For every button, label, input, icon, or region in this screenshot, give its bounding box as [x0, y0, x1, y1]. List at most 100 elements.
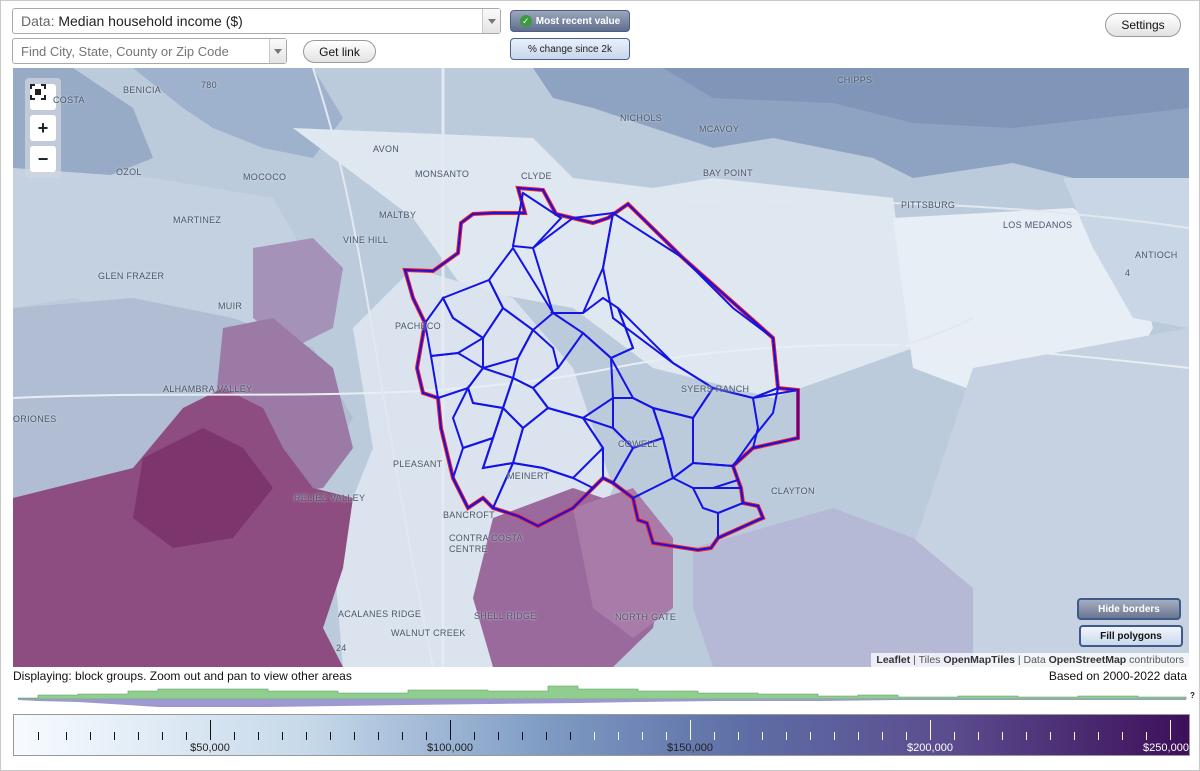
place-label: ACALANES RIDGE [338, 609, 422, 619]
leaflet-link[interactable]: Leaflet [876, 654, 911, 666]
legend-tick [858, 732, 859, 740]
place-label: PLEASANT [393, 459, 443, 469]
place-label: LOS MEDANOS [1003, 220, 1073, 230]
legend-tick [882, 732, 883, 740]
legend-tick [1026, 732, 1027, 740]
hide-borders-button[interactable]: Hide borders [1077, 598, 1181, 620]
legend-tick [66, 732, 67, 740]
legend-label: $100,000 [427, 742, 473, 754]
legend-label: $50,000 [190, 742, 230, 754]
map-tiles [13, 68, 1189, 667]
place-label: 24 [336, 643, 347, 653]
legend-tick [954, 732, 955, 740]
legend-tick [666, 732, 667, 740]
place-label: BANCROFT [443, 510, 495, 520]
place-label: GLEN FRAZER [98, 271, 165, 281]
fill-polygons-button[interactable]: Fill polygons [1079, 625, 1183, 647]
place-label: COWELL [618, 439, 658, 449]
legend-tick [570, 732, 571, 740]
legend-tick [354, 732, 355, 740]
data-select[interactable]: Data: Median household income ($) [12, 8, 501, 34]
color-legend: $50,000 $100,000 $150,000 $200,000 $250,… [13, 714, 1190, 756]
legend-tick [186, 732, 187, 740]
place-search-input[interactable] [13, 39, 270, 63]
place-label: COSTA [53, 95, 85, 105]
legend-tick [738, 732, 739, 740]
place-label: AVON [373, 144, 400, 154]
place-label: MCAVOY [699, 124, 740, 134]
legend-tick [258, 732, 259, 740]
legend-tick [90, 732, 91, 740]
display-note: Displaying: block groups. Zoom out and p… [13, 669, 352, 683]
place-label: MOCOCO [243, 172, 287, 182]
data-note: Based on 2000-2022 data [1048, 669, 1187, 683]
percent-change-button[interactable]: % change since 2k [510, 38, 630, 60]
settings-button[interactable]: Settings [1105, 13, 1181, 37]
place-search[interactable] [12, 38, 287, 64]
openmaptiles-link[interactable]: OpenMapTiles [943, 654, 1015, 666]
legend-tick [426, 732, 427, 740]
legend-label: $150,000 [667, 742, 713, 754]
legend-tick [402, 732, 403, 740]
place-label: SHELL RIDGE [474, 611, 537, 621]
histogram-purple [18, 699, 1186, 707]
legend-tick [114, 732, 115, 740]
place-label: ANTIOCH [1135, 250, 1178, 260]
legend-tick [906, 732, 907, 740]
legend-tick [690, 720, 691, 740]
legend-tick [1002, 732, 1003, 740]
tiles-label: Tiles [918, 654, 941, 666]
place-label: CONTRA COSTA CENTRE [449, 533, 523, 554]
zoom-out-button[interactable]: − [30, 146, 56, 172]
legend-tick [210, 720, 211, 740]
legend-tick [714, 732, 715, 740]
place-label: VINE HILL [343, 235, 389, 245]
data-label: Data [1023, 654, 1046, 666]
place-label: ALHAMBRA VALLEY [163, 384, 253, 394]
legend-tick [546, 732, 547, 740]
chevron-down-icon[interactable] [269, 39, 286, 63]
legend-tick [306, 732, 307, 740]
histogram-green [18, 685, 1187, 700]
legend-tick [138, 732, 139, 740]
legend-tick [834, 732, 835, 740]
place-label: CLYDE [521, 171, 552, 181]
checkmark-icon: ✓ [519, 15, 532, 27]
legend-tick [330, 732, 331, 740]
legend-tick [1050, 732, 1051, 740]
place-label: 780 [201, 80, 217, 90]
place-label: MONSANTO [415, 169, 470, 179]
legend-tick [38, 732, 39, 740]
chevron-down-icon[interactable] [482, 9, 500, 33]
place-label: OZOL [116, 167, 142, 177]
place-label: 4 [1125, 268, 1131, 278]
place-label: NORTH GATE [615, 612, 677, 622]
legend-tick [618, 732, 619, 740]
fullscreen-icon[interactable] [30, 84, 56, 110]
place-label: MALTBY [379, 210, 417, 220]
most-recent-value-button[interactable]: ✓ Most recent value [510, 10, 630, 32]
get-link-button[interactable]: Get link [303, 40, 376, 63]
legend-tick [498, 732, 499, 740]
separator: | [913, 654, 916, 666]
legend-tick [522, 732, 523, 740]
place-label: PACHECO [395, 321, 441, 331]
legend-tick [978, 732, 979, 740]
map-attribution: Leaflet | Tiles OpenMapTiles | Data Open… [871, 653, 1189, 667]
separator: | [1017, 654, 1021, 666]
legend-tick [234, 732, 235, 740]
data-select-value: Median household income ($) [58, 13, 243, 29]
legend-tick [450, 720, 451, 740]
distribution-histogram [18, 685, 1187, 707]
data-select-label: Data: [21, 13, 55, 29]
histogram-help[interactable]: ? [1190, 691, 1195, 700]
legend-tick [162, 732, 163, 740]
openstreetmap-link[interactable]: OpenStreetMap [1048, 654, 1127, 666]
map[interactable]: + − COSTA BENICIA 780 CHIPPS NICHOLS MCA… [13, 68, 1189, 667]
contributors-label: contributors [1129, 654, 1184, 666]
legend-label: $200,000 [907, 742, 953, 754]
legend-tick [1170, 720, 1171, 740]
place-label: MARTINEZ [173, 215, 222, 225]
zoom-in-button[interactable]: + [30, 115, 56, 141]
